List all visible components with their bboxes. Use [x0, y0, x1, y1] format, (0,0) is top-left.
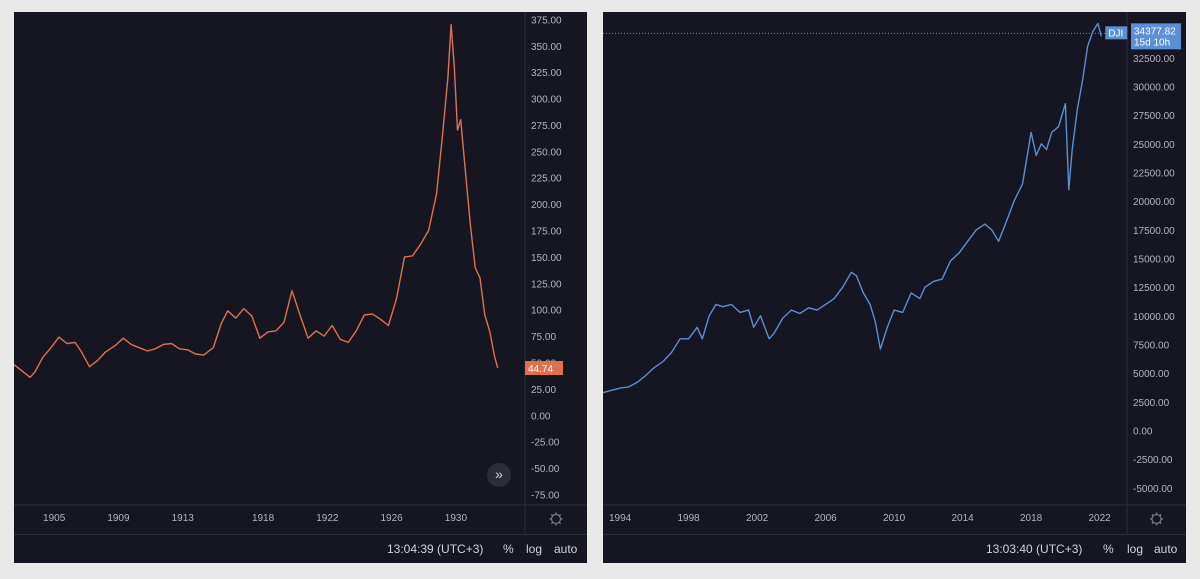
left-x-tick-label: 1922: [316, 513, 339, 524]
left-last-price-label: 44.74: [528, 364, 553, 375]
gear-tooth: [1151, 513, 1154, 517]
right-percent-toggle[interactable]: %: [1103, 542, 1114, 556]
left-series-line: [14, 23, 499, 378]
left-y-tick-label: -25.00: [531, 438, 560, 449]
left-last-price-badge: [525, 361, 563, 376]
left-y-tick-label: 275.00: [531, 121, 562, 132]
left-y-tick-label: 250.00: [531, 147, 562, 158]
right-y-tick-label: 5000.00: [1133, 369, 1170, 380]
left-y-tick-label: -50.00: [531, 464, 560, 475]
right-x-tick-label: 2010: [883, 513, 906, 524]
right-symbol-tag: [1105, 26, 1128, 40]
right-x-tick-label: 2014: [951, 513, 974, 524]
gear-ring: [1151, 513, 1162, 525]
left-log-toggle[interactable]: log: [526, 542, 543, 556]
right-y-tick-label: 25000.00: [1133, 140, 1175, 151]
right-x-tick-label: 1994: [609, 513, 632, 524]
left-y-tick-label: 175.00: [531, 227, 562, 238]
right-y-tick-label: -5000.00: [1133, 484, 1173, 495]
left-x-tick-label: 1930: [445, 513, 468, 524]
left-y-tick-label: 0.00: [531, 411, 551, 422]
right-last-price-badge: [1131, 23, 1181, 50]
right-y-tick-label: 30000.00: [1133, 83, 1175, 94]
left-y-tick-label: 375.00: [531, 15, 562, 26]
right-x-tick-label: 2006: [814, 513, 837, 524]
left-x-tick-label: 1905: [43, 513, 66, 524]
gear-tooth: [1151, 521, 1154, 525]
right-chart-svg[interactable]: 35000.0032500.0030000.0027500.0025000.00…: [603, 12, 1186, 563]
left-y-tick-label: 150.00: [531, 253, 562, 264]
left-y-tick-label: 200.00: [531, 200, 562, 211]
left-status-bar: 13:04:39 (UTC+3) % log auto: [14, 534, 587, 563]
left-auto-toggle[interactable]: auto: [554, 542, 578, 556]
right-status-bar: 13:03:40 (UTC+3) % log auto: [603, 534, 1186, 563]
right-y-tick-label: 22500.00: [1133, 169, 1175, 180]
right-auto-toggle[interactable]: auto: [1154, 542, 1178, 556]
left-y-tick-label: 125.00: [531, 279, 562, 290]
left-y-tick-label: -75.00: [531, 490, 560, 501]
right-y-tick-label: -2500.00: [1133, 455, 1173, 466]
gear-tooth: [1159, 513, 1162, 517]
right-x-tick-label: 2002: [746, 513, 769, 524]
left-y-tick-label: 75.00: [531, 332, 556, 343]
right-countdown-label: 15d 10h: [1134, 37, 1170, 48]
right-x-tick-label: 2022: [1088, 513, 1111, 524]
left-x-tick-label: 1918: [252, 513, 275, 524]
gear-tooth: [558, 513, 562, 517]
left-chart-panel: 375.00 350.00 325.00 300.00 275.00 250.00 225.…: [14, 12, 587, 563]
left-time-display: 13:04:39 (UTC+3): [387, 542, 484, 556]
gear-ring: [550, 513, 562, 525]
left-x-tick-label: 1913: [172, 513, 195, 524]
left-y-tick-label: 25.00: [531, 385, 556, 396]
right-x-tick-label: 2018: [1020, 513, 1043, 524]
left-y-tick-label: 325.00: [531, 68, 562, 79]
gear-tooth: [1159, 521, 1162, 525]
left-percent-toggle[interactable]: %: [503, 542, 514, 556]
left-y-tick-label: 100.00: [531, 306, 562, 317]
left-x-tick-label: 1926: [381, 513, 404, 524]
left-chart-plot[interactable]: 375.00 350.00 325.00 300.00 275.00 250.00 225.…: [14, 12, 587, 563]
right-chart-plot[interactable]: 35000.0032500.0030000.0027500.0025000.00…: [603, 12, 1186, 563]
right-y-tick-label: 15000.00: [1133, 255, 1175, 266]
right-symbol-label: DJI: [1108, 28, 1123, 39]
right-y-tick-label: 20000.00: [1133, 197, 1175, 208]
right-y-tick-label: 27500.00: [1133, 111, 1175, 122]
gear-tooth: [550, 513, 554, 517]
left-chart-svg[interactable]: 375.00 350.00 325.00 300.00 275.00 250.00 225.…: [14, 12, 587, 563]
double-chevron-right-icon: »: [495, 466, 503, 482]
right-x-tick-label: 1998: [677, 513, 700, 524]
left-gear-icon[interactable]: [549, 512, 563, 526]
right-y-tick-label: 32500.00: [1133, 54, 1175, 65]
right-y-tick-label: 17500.00: [1133, 226, 1175, 237]
right-gear-icon[interactable]: [1150, 512, 1163, 526]
gear-tooth: [558, 521, 562, 525]
right-log-toggle[interactable]: log: [1127, 542, 1144, 556]
right-y-tick-label: 2500.00: [1133, 398, 1170, 409]
left-x-tick-label: 1909: [107, 513, 130, 524]
scroll-to-realtime-button[interactable]: »: [487, 463, 511, 487]
right-y-tick-label: 7500.00: [1133, 340, 1170, 351]
right-y-tick-label: 0.00: [1133, 426, 1153, 437]
right-y-tick-label: 10000.00: [1133, 312, 1175, 323]
right-y-tick-label: 12500.00: [1133, 283, 1175, 294]
right-chart-panel: 35000.0032500.0030000.0027500.0025000.00…: [603, 12, 1186, 563]
gear-tooth: [550, 521, 554, 525]
left-y-tick-label: 225.00: [531, 174, 562, 185]
right-time-display: 13:03:40 (UTC+3): [986, 542, 1083, 556]
right-last-price-label: 34377.82: [1134, 26, 1176, 37]
left-y-tick-label: 350.00: [531, 42, 562, 53]
right-series-line: [603, 22, 1102, 394]
left-y-tick-label: 300.00: [531, 95, 562, 106]
